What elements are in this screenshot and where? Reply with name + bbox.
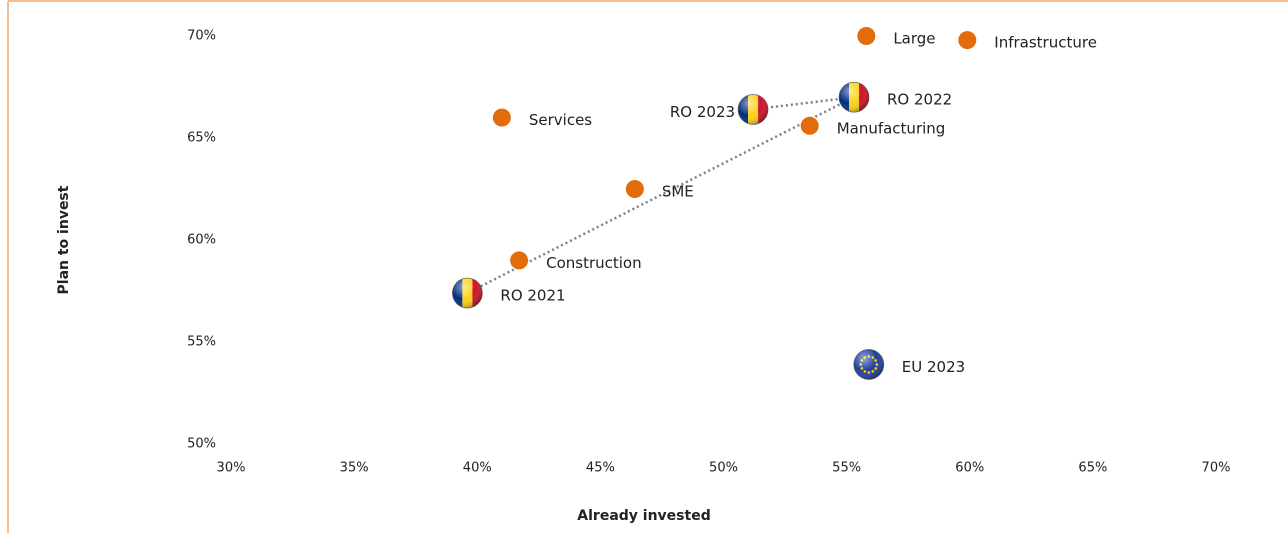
flag-shine bbox=[853, 349, 885, 380]
point-label: RO 2022 bbox=[887, 91, 952, 109]
point-label: Infrastructure bbox=[994, 34, 1097, 52]
x-tick-label: 55% bbox=[832, 461, 861, 476]
flag-shine bbox=[737, 94, 769, 125]
y-tick-label: 65% bbox=[187, 131, 216, 146]
point-label: Services bbox=[529, 111, 592, 129]
point-label: SME bbox=[662, 183, 694, 201]
x-tick-label: 40% bbox=[463, 461, 492, 476]
y-tick-label: 70% bbox=[187, 29, 216, 44]
x-tick-label: 70% bbox=[1202, 461, 1231, 476]
x-axis-title: Already invested bbox=[577, 508, 710, 524]
y-tick-label: 60% bbox=[187, 233, 216, 248]
y-tick-label: 55% bbox=[187, 335, 216, 350]
point bbox=[800, 116, 819, 135]
point-label: Manufacturing bbox=[837, 119, 946, 137]
connector-line bbox=[466, 95, 855, 295]
x-tick-label: 50% bbox=[709, 461, 738, 476]
flag-point bbox=[838, 81, 870, 113]
point bbox=[510, 251, 529, 270]
flag-point bbox=[452, 277, 483, 309]
flag-point bbox=[853, 349, 885, 380]
flag-shine bbox=[452, 277, 483, 309]
point bbox=[958, 31, 977, 50]
x-tick-label: 45% bbox=[586, 461, 615, 476]
x-tick-label: 60% bbox=[955, 461, 984, 476]
point-label: EU 2023 bbox=[902, 358, 965, 376]
point bbox=[625, 180, 644, 198]
flag-point bbox=[737, 94, 769, 125]
y-tick-label: 50% bbox=[187, 437, 216, 452]
point-label: RO 2021 bbox=[500, 287, 565, 305]
point-label: Construction bbox=[546, 254, 642, 272]
y-axis-title: Plan to invest bbox=[56, 185, 72, 294]
x-tick-label: 65% bbox=[1078, 461, 1107, 476]
point-label: Large bbox=[893, 30, 935, 48]
x-tick-label: 35% bbox=[340, 461, 369, 476]
x-tick-label: 30% bbox=[217, 461, 246, 476]
point bbox=[492, 108, 511, 127]
point-label: RO 2023 bbox=[670, 103, 735, 121]
flag-shine bbox=[838, 81, 870, 113]
point bbox=[857, 27, 876, 45]
